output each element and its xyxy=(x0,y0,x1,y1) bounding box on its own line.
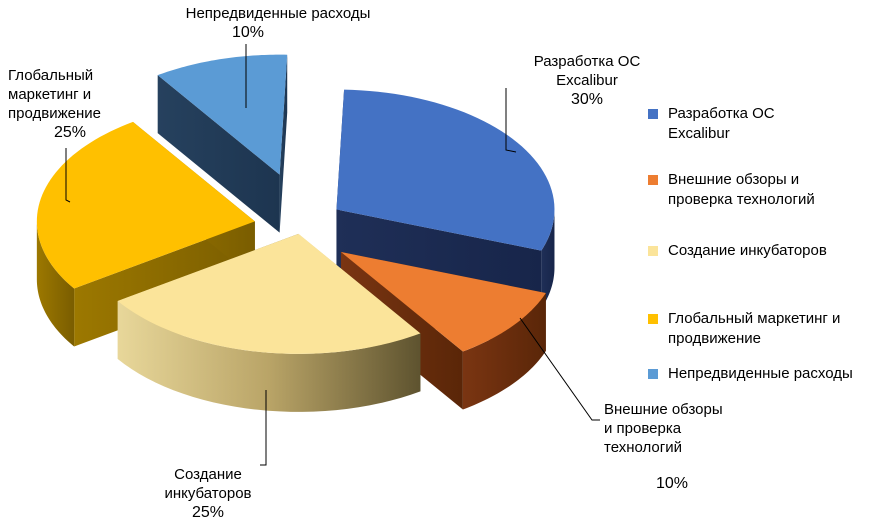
slice-label-excalibur-line2: Excalibur xyxy=(556,72,618,89)
slice-label-incubators-percent: 25% xyxy=(191,504,225,521)
slice-label-external-reviews-line2: и проверка xyxy=(604,420,682,437)
legend-label-contingency-line1: Непредвиденные расходы xyxy=(668,365,853,382)
slice-label-marketing-line2: маркетинг и xyxy=(8,86,92,103)
leader-line-incubators xyxy=(260,390,267,466)
slice-label-marketing-line1: Глобальный xyxy=(8,67,94,84)
slice-label-marketing: Глобальный маркетинг и продвижение 25% xyxy=(8,66,138,142)
legend-label-external-reviews-line1: Внешние обзоры и xyxy=(668,171,800,188)
slice-label-marketing-line3: продвижение xyxy=(8,105,101,122)
legend-label-marketing-line1: Глобальный маркетинг и xyxy=(668,310,841,327)
pie-slice-top-excalibur xyxy=(336,89,555,251)
slice-label-external-reviews-percent: 10% xyxy=(656,475,689,492)
pie-slice-wall-external-reviews xyxy=(462,293,546,410)
slice-label-excalibur: Разработка ОС Excalibur 30% xyxy=(522,52,652,109)
slice-label-contingency: Непредвиденные расходы 10% xyxy=(168,4,388,42)
legend-label-incubators-line1: Создание инкубаторов xyxy=(668,242,827,259)
legend-label-marketing-line2: продвижение xyxy=(668,330,761,347)
pie-slice-incubators xyxy=(117,233,421,412)
slice-label-external-reviews-line3: технологий xyxy=(604,439,683,456)
legend-label-excalibur-line1: Разработка ОС xyxy=(668,105,775,122)
pie-slice-wall-marketing xyxy=(36,221,75,347)
pie-slice-contingency xyxy=(157,54,288,233)
slice-label-incubators-line1: Создание xyxy=(174,466,242,483)
slice-label-contingency-line1: Непредвиденные расходы xyxy=(185,5,371,22)
legend-swatch-marketing xyxy=(648,314,658,324)
leader-line-marketing xyxy=(65,148,71,203)
pie-slice-wall-excalibur xyxy=(541,209,555,309)
slice-label-incubators: Создание инкубаторов 25% xyxy=(148,465,268,522)
legend-swatch-incubators xyxy=(648,246,658,256)
slice-label-marketing-percent: 25% xyxy=(54,124,87,141)
pie-slice-face-start-contingency xyxy=(157,75,280,233)
legend-label-external-reviews-line2: проверка технологий xyxy=(668,191,815,208)
pie-slice-top-contingency xyxy=(157,54,288,175)
slice-label-excalibur-percent: 30% xyxy=(570,91,604,108)
pie-slice-top-external-reviews xyxy=(340,252,546,352)
legend-swatch-excalibur xyxy=(648,109,658,119)
legend-swatch-contingency xyxy=(648,369,658,379)
slice-label-incubators-line2: инкубаторов xyxy=(164,485,252,502)
slice-label-external-reviews: Внешние обзоры и проверка технологий 10% xyxy=(604,400,754,493)
pie-slice-wall-incubators xyxy=(117,300,421,412)
pie-slice-face-end-contingency xyxy=(279,54,288,233)
legend-label-excalibur-line2: Excalibur xyxy=(668,125,730,142)
slice-label-contingency-percent: 10% xyxy=(231,24,265,41)
pie-slice-top-marketing xyxy=(36,121,255,289)
pie-slice-top-incubators xyxy=(117,233,421,354)
slice-label-external-reviews-line1: Внешние обзоры xyxy=(604,401,723,418)
legend-swatch-external-reviews xyxy=(648,175,658,185)
leader-line-external-reviews xyxy=(519,317,600,421)
leader-line-excalibur xyxy=(505,88,517,153)
slice-label-excalibur-line1: Разработка ОС xyxy=(533,53,641,70)
